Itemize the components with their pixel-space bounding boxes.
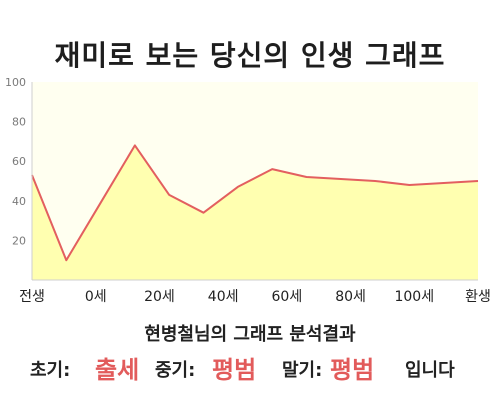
area-fill <box>32 145 478 280</box>
mid-label: 중기: <box>155 360 196 381</box>
late-label: 말기: <box>282 360 323 381</box>
x-tick-label: 20세 <box>144 289 175 305</box>
analysis-verdict: 초기: 출세 중기: 평범 말기: 평범 입니다 <box>0 348 500 384</box>
y-tick-label: 100 <box>5 76 26 89</box>
x-tick-label: 0세 <box>85 289 107 305</box>
x-tick-label: 환생 <box>465 289 491 305</box>
late-value: 평범 <box>330 356 375 384</box>
x-tick-label: 60세 <box>272 289 303 305</box>
chart-title: 재미로 보는 당신의 인생 그래프 <box>54 39 446 72</box>
early-value: 출세 <box>95 356 140 384</box>
y-tick-label: 40 <box>12 195 26 208</box>
series-line <box>31 144 479 262</box>
y-tick-label: 60 <box>12 155 26 168</box>
ending-text: 입니다 <box>405 360 455 381</box>
x-tick-label: 전생 <box>19 289 45 305</box>
analysis-title: 현병철님의 그래프 분석결과 <box>144 324 356 345</box>
y-tick-label: 20 <box>12 234 26 247</box>
x-tick-label: 100세 <box>394 289 434 305</box>
x-tick-label: 80세 <box>335 289 366 305</box>
y-tick-label: 80 <box>12 116 26 129</box>
mid-value: 평범 <box>212 356 257 384</box>
x-tick-label: 40세 <box>208 289 239 305</box>
early-label: 초기: <box>30 360 71 381</box>
